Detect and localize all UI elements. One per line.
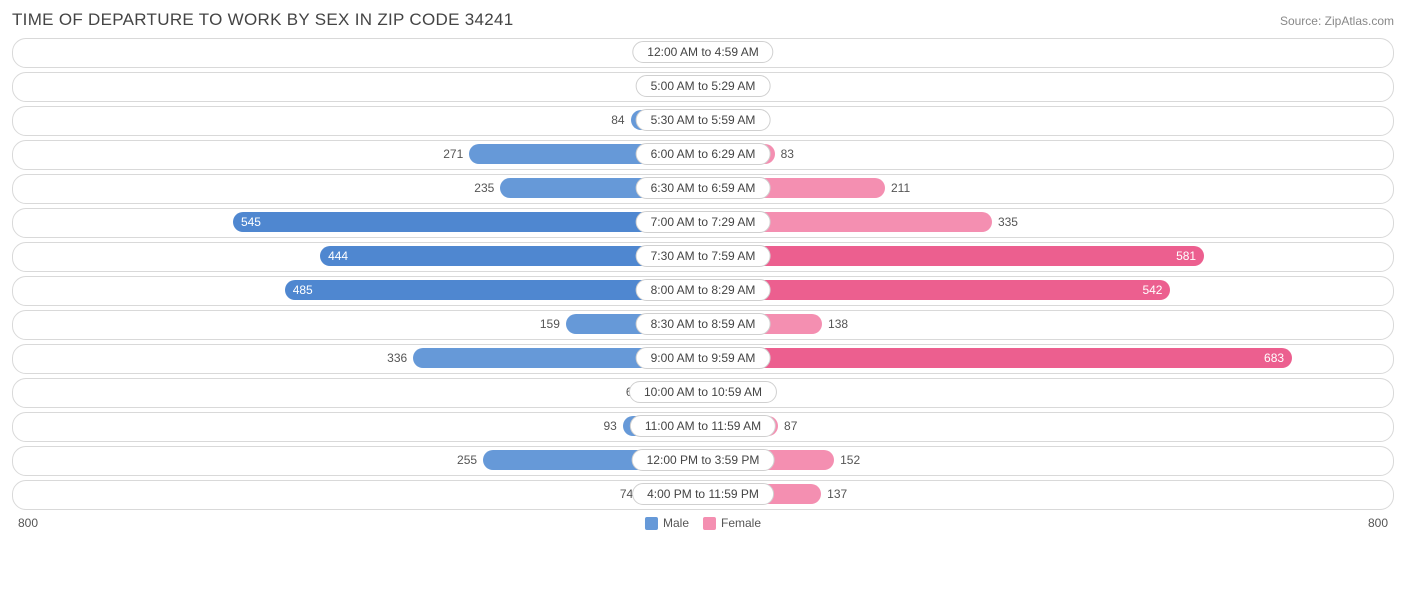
chart-row: 159 138 8:30 AM to 8:59 AM <box>12 310 1394 340</box>
value-male: 485 <box>285 280 321 300</box>
value-female: 211 <box>891 178 910 198</box>
value-female: 137 <box>827 484 847 504</box>
chart-container: TIME OF DEPARTURE TO WORK BY SEX IN ZIP … <box>0 0 1406 542</box>
value-male: 255 <box>457 450 477 470</box>
swatch-male-icon <box>645 517 658 530</box>
value-female: 581 <box>1168 246 1204 266</box>
value-male: 444 <box>320 246 356 266</box>
bar-male: 545 <box>233 212 703 232</box>
category-label: 6:00 AM to 6:29 AM <box>636 143 771 165</box>
bar-female: 683 <box>703 348 1292 368</box>
category-label: 12:00 PM to 3:59 PM <box>632 449 775 471</box>
chart-header: TIME OF DEPARTURE TO WORK BY SEX IN ZIP … <box>12 10 1394 30</box>
value-male: 336 <box>387 348 407 368</box>
category-label: 5:00 AM to 5:29 AM <box>636 75 771 97</box>
value-female: 83 <box>781 144 794 164</box>
axis-label-right: 800 <box>1368 516 1388 530</box>
category-label: 4:00 PM to 11:59 PM <box>632 483 774 505</box>
category-label: 5:30 AM to 5:59 AM <box>636 109 771 131</box>
chart-row: 20205:00 AM to 5:29 AM <box>12 72 1394 102</box>
value-male: 545 <box>233 212 269 232</box>
legend-item-female: Female <box>703 516 761 530</box>
chart-row: 485 542 8:00 AM to 8:29 AM <box>12 276 1394 306</box>
chart-row: 255 152 12:00 PM to 3:59 PM <box>12 446 1394 476</box>
category-label: 10:00 AM to 10:59 AM <box>629 381 777 403</box>
value-male: 159 <box>540 314 560 334</box>
category-label: 11:00 AM to 11:59 AM <box>630 415 776 437</box>
category-label: 8:00 AM to 8:29 AM <box>636 279 771 301</box>
chart-row: 235 211 6:30 AM to 6:59 AM <box>12 174 1394 204</box>
bar-female: 581 <box>703 246 1204 266</box>
bar-female: 542 <box>703 280 1170 300</box>
legend-male-label: Male <box>663 516 689 530</box>
value-male: 93 <box>603 416 616 436</box>
value-female: 87 <box>784 416 797 436</box>
chart-row: 545 335 7:00 AM to 7:29 AM <box>12 208 1394 238</box>
value-female: 542 <box>1134 280 1170 300</box>
value-male: 84 <box>611 110 624 130</box>
swatch-female-icon <box>703 517 716 530</box>
value-female: 335 <box>998 212 1018 232</box>
legend-item-male: Male <box>645 516 689 530</box>
chart-row: 444 581 7:30 AM to 7:59 AM <box>12 242 1394 272</box>
category-label: 9:00 AM to 9:59 AM <box>636 347 771 369</box>
legend: Male Female <box>645 516 761 530</box>
chart-row: 741374:00 PM to 11:59 PM <box>12 480 1394 510</box>
value-female: 138 <box>828 314 848 334</box>
chart-footer: 800 Male Female 800 <box>12 516 1394 534</box>
chart-rows: 50512:00 AM to 4:59 AM 20205:00 AM to 5:2… <box>12 38 1394 510</box>
axis-label-left: 800 <box>18 516 38 530</box>
category-label: 7:30 AM to 7:59 AM <box>636 245 771 267</box>
chart-row: 84265:30 AM to 5:59 AM <box>12 106 1394 136</box>
value-female: 152 <box>840 450 860 470</box>
value-female: 683 <box>1256 348 1292 368</box>
category-label: 7:00 AM to 7:29 AM <box>636 211 771 233</box>
category-label: 12:00 AM to 4:59 AM <box>632 41 773 63</box>
chart-row: 673710:00 AM to 10:59 AM <box>12 378 1394 408</box>
value-male: 271 <box>443 144 463 164</box>
chart-source: Source: ZipAtlas.com <box>1280 14 1394 28</box>
category-label: 8:30 AM to 8:59 AM <box>636 313 771 335</box>
chart-row: 683 336 9:00 AM to 9:59 AM <box>12 344 1394 374</box>
chart-row: 271 83 6:00 AM to 6:29 AM <box>12 140 1394 170</box>
legend-female-label: Female <box>721 516 761 530</box>
value-male: 235 <box>474 178 494 198</box>
chart-row: 50512:00 AM to 4:59 AM <box>12 38 1394 68</box>
chart-title: TIME OF DEPARTURE TO WORK BY SEX IN ZIP … <box>12 10 514 30</box>
chart-row: 93 87 11:00 AM to 11:59 AM <box>12 412 1394 442</box>
category-label: 6:30 AM to 6:59 AM <box>636 177 771 199</box>
